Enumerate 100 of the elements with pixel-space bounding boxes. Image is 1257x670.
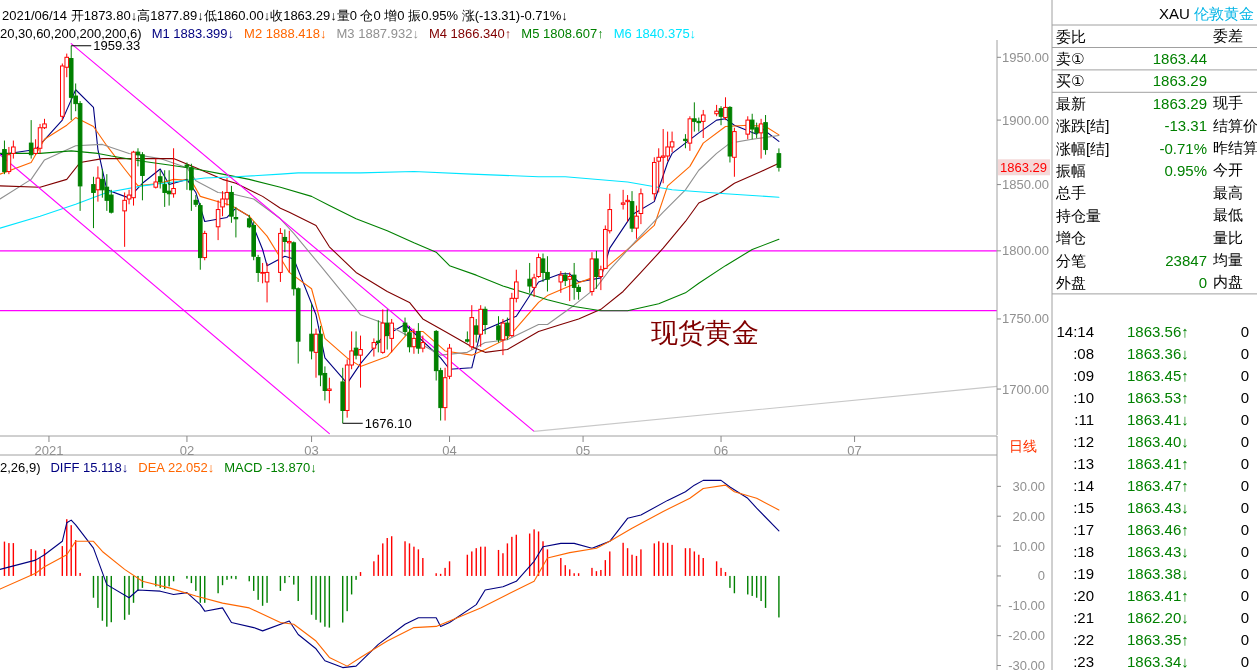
candlestick [482, 306, 488, 335]
candlestick [749, 113, 755, 140]
x-tick-label: 02 [179, 442, 195, 458]
candlestick [505, 317, 510, 341]
text: :12 1863.40↓ 0 [1073, 432, 1249, 450]
text: 外盘 0 内盘 [1056, 273, 1243, 291]
text: 日线 [1009, 438, 1037, 454]
x-tick-label: 06 [713, 442, 729, 458]
x-tick-label: 05 [575, 442, 591, 458]
text: :09 1863.45↑ 0 [1073, 366, 1249, 384]
legend-title: 2,26,9) [0, 459, 41, 475]
candlestick [327, 377, 332, 404]
x-tick-label: 03 [304, 442, 319, 458]
text: 增仓 量比 [1056, 229, 1243, 247]
text: XAU 伦敦黄金 [1158, 4, 1254, 22]
y-tick-label: -10.00 [1008, 598, 1045, 614]
y-tick-label: 1700.00 [1002, 381, 1049, 397]
text: 买① 1863.29 [1056, 72, 1207, 90]
candlestick [527, 262, 532, 294]
text: M5 1808.607↑ [521, 25, 604, 41]
candlestick [384, 308, 390, 351]
text: M2 1888.418↓ [244, 25, 327, 41]
text: 最新 1863.29 现手 [1056, 94, 1243, 112]
text: DEA 22.052↓ [138, 459, 215, 475]
y-tick-label: 1750.00 [1002, 311, 1049, 327]
text: DIFF 15.118↓ [50, 459, 129, 475]
candlestick [189, 163, 194, 212]
text: :15 1863.43↓ 0 [1073, 498, 1249, 516]
y-tick-label: 1900.00 [1002, 112, 1049, 128]
x-tick-label: 2021 [34, 442, 64, 458]
text: 委比 委差 [1056, 27, 1243, 45]
candlestick [625, 194, 630, 222]
text: 1863.29 [1000, 159, 1047, 175]
candlestick [309, 303, 314, 360]
candlestick [184, 161, 190, 191]
candlestick [358, 335, 363, 389]
candlestick [389, 318, 394, 353]
y-tick-label: -20.00 [1008, 628, 1045, 644]
legend-title: 20,30,60,200,200,200,6) [0, 25, 142, 41]
text: :22 1863.35↑ 0 [1073, 630, 1249, 648]
y-tick-label: 1850.00 [1002, 177, 1049, 193]
candlestick [224, 177, 230, 207]
candlestick [540, 253, 546, 283]
candlestick [776, 147, 782, 173]
text: 持仓量 最低 [1056, 206, 1243, 224]
candlestick [416, 322, 421, 355]
text: 振幅 0.95% 今开 [1056, 161, 1243, 179]
text: :14 1863.47↑ 0 [1073, 476, 1249, 494]
candlestick [745, 115, 751, 140]
annotation: 1676.10 [364, 415, 412, 431]
text: 14:14 1863.56↑ 0 [1056, 322, 1249, 340]
text: :21 1862.20↓ 0 [1073, 608, 1249, 626]
text: 总手 最高 [1056, 184, 1243, 202]
candlestick [166, 169, 172, 207]
candlestick [255, 254, 261, 283]
text: M1 1883.399↓ [151, 25, 235, 41]
candlestick [496, 315, 501, 344]
text: :13 1863.41↑ 0 [1073, 454, 1249, 472]
text: :18 1863.43↓ 0 [1073, 542, 1249, 560]
text: :08 1863.36↓ 0 [1073, 344, 1249, 362]
candlestick [91, 176, 96, 229]
line-series [0, 171, 780, 229]
candlestick [411, 328, 417, 355]
text: 涨跌[结] -13.31 结算价 [1056, 117, 1257, 135]
candlestick [545, 255, 550, 292]
text: M3 1887.932↓ [336, 25, 419, 41]
text: :19 1863.38↓ 0 [1073, 564, 1249, 582]
candlestick [500, 318, 506, 356]
y-tick-label: -30.00 [1008, 658, 1045, 670]
text: :23 1863.34↓ 0 [1073, 652, 1249, 670]
candlestick [594, 250, 599, 290]
x-tick-label: 07 [847, 442, 862, 458]
y-tick-label: 0 [1037, 568, 1045, 584]
candlestick [122, 191, 127, 248]
candlestick [669, 131, 675, 153]
candlestick [567, 271, 573, 302]
text: 涨幅[结] -0.71% 昨结算 [1056, 139, 1257, 157]
text: M4 1866.340↑ [428, 25, 512, 41]
text: :20 1863.41↑ 0 [1073, 586, 1249, 604]
y-tick-label: 30.00 [1012, 478, 1045, 494]
text: M6 1840.375↓ [613, 25, 697, 41]
candlestick [371, 337, 377, 358]
candlestick [660, 128, 666, 184]
candlestick [282, 228, 288, 253]
line-series [0, 89, 780, 384]
y-tick-label: 10.00 [1012, 538, 1045, 554]
candlestick [571, 262, 577, 301]
text: :11 1863.41↓ 0 [1074, 410, 1249, 428]
y-tick-label: 20.00 [1012, 508, 1045, 524]
y-tick-label: 1950.00 [1002, 49, 1049, 65]
text: :10 1863.53↑ 0 [1073, 388, 1249, 406]
candlestick [153, 158, 159, 190]
candlestick [171, 147, 176, 199]
annotation: 现货黄金 [651, 318, 759, 348]
text: MACD -13.870↓ [224, 459, 317, 475]
x-tick-label: 04 [442, 442, 457, 458]
candlestick [353, 330, 359, 360]
text: 卖① 1863.44 [1056, 49, 1207, 67]
chart-title: 2021/06/14 开1873.80↓高1877.89↓低1860.00↓收1863.29↓量0 仓0 增0 振0.95% 涨(-13.31)-0.71%↓ [2, 7, 568, 23]
text: :17 1863.46↑ 0 [1073, 520, 1249, 538]
